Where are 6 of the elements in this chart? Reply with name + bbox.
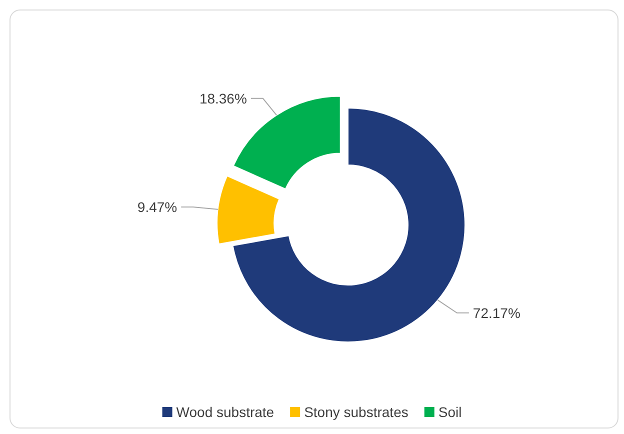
- data-label: 18.36%: [199, 90, 247, 106]
- legend-label: Wood substrate: [176, 404, 274, 420]
- legend-label: Soil: [438, 404, 462, 420]
- data-label: 9.47%: [137, 198, 178, 215]
- data-label: 72.17%: [472, 304, 520, 321]
- legend-label: Stony substrates: [304, 404, 408, 420]
